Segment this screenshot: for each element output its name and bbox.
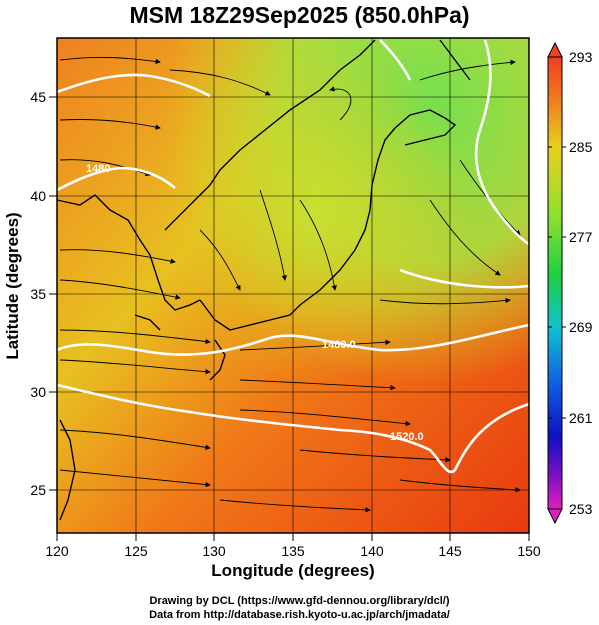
credit-line-drawing: Drawing by DCL (https://www.gfd-dennou.o…: [149, 595, 450, 607]
y-tick-label: 45: [30, 89, 46, 105]
coastlines: [56, 39, 471, 521]
colorbar-tick-label: 261: [569, 410, 593, 426]
axis-ticks: [49, 96, 530, 541]
y-tick-label: 25: [30, 482, 46, 498]
colorbar-bottom-arrow: [547, 508, 563, 525]
height-contours: [56, 39, 530, 474]
x-tick-label: 125: [124, 543, 148, 559]
colorbar-tick-label: 269: [569, 319, 593, 335]
y-tick-label: 35: [30, 286, 46, 302]
colorbar-tick-label: 293: [569, 49, 593, 65]
credit-line-data: Data from http://database.rish.kyoto-u.a…: [149, 609, 450, 621]
x-tick-label: 130: [202, 543, 226, 559]
x-tick-label: 150: [517, 543, 541, 559]
x-tick-label: 145: [438, 543, 462, 559]
contour-label-group: 1480.0 1520.0 1480: [86, 163, 424, 443]
y-axis-title: Latitude (degrees): [3, 212, 22, 359]
contour-label-1480-north: 1480: [86, 163, 110, 175]
x-tick-label: 120: [45, 543, 69, 559]
colorbar-tick-label: 277: [569, 229, 593, 245]
x-tick-label: 140: [360, 543, 384, 559]
colorbar-tick-label: 253: [569, 501, 593, 517]
contour-label-1480: 1480.0: [322, 339, 356, 351]
x-axis-title: Longitude (degrees): [211, 561, 374, 580]
colorbar-top-arrow: [547, 41, 563, 58]
colorbar-tick-label: 285: [569, 139, 593, 155]
y-tick-label: 30: [30, 384, 46, 400]
colorbar: 293 285 277 269 261 253: [547, 41, 593, 525]
y-tick-labels: 25 30 35 40 45: [30, 89, 46, 498]
x-tick-labels: 120 125 130 135 140 145 150: [45, 543, 541, 559]
contour-label-1520: 1520.0: [390, 431, 424, 443]
y-tick-label: 40: [30, 188, 46, 204]
x-tick-label: 135: [281, 543, 305, 559]
colorbar-scale: [547, 56, 563, 510]
page-title: MSM 18Z29Sep2025 (850.0hPa): [129, 2, 470, 28]
wind-streamlines: [59, 56, 521, 513]
grid-lines: [57, 38, 529, 533]
